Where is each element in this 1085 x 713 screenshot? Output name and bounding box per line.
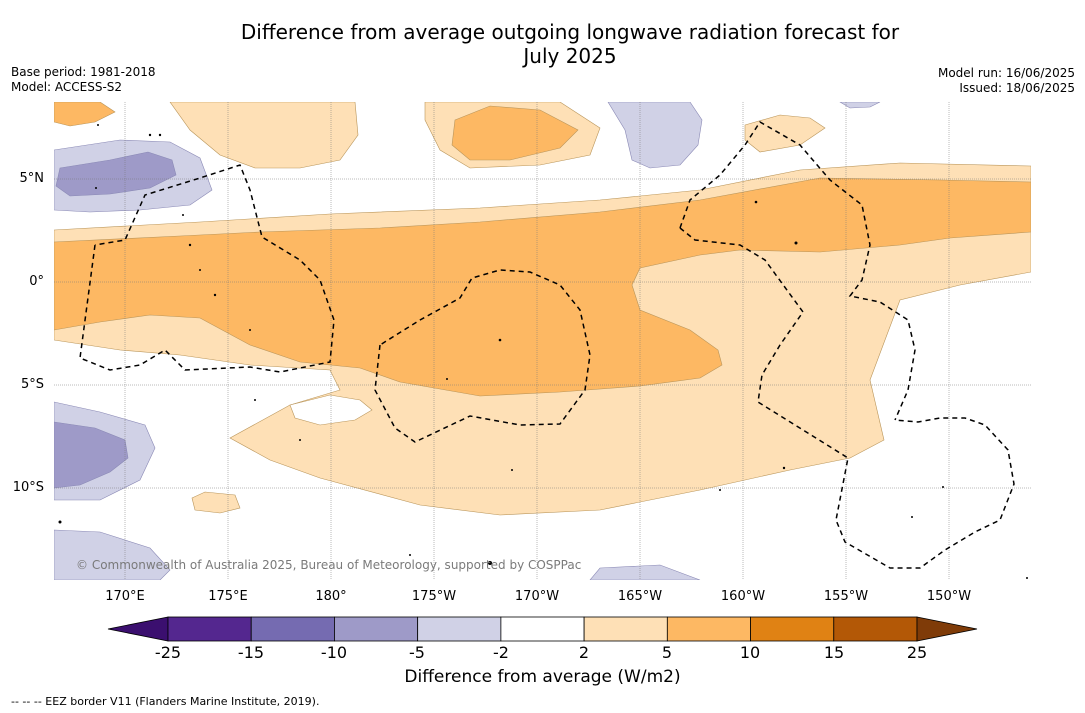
anomaly-neg-n bbox=[607, 102, 703, 169]
lon-label-170w: 170°W bbox=[514, 589, 560, 604]
colorbar-segment bbox=[334, 616, 419, 642]
colorbar-segment bbox=[417, 616, 502, 642]
lon-label-160w: 160°W bbox=[720, 589, 766, 604]
model-name: Model: ACCESS-S2 bbox=[11, 80, 123, 94]
meta-right: Model run: 16/06/2025 Issued: 18/06/2025 bbox=[938, 66, 1075, 96]
lon-label-175e: 175°E bbox=[208, 589, 248, 604]
lat-label-0: 0° bbox=[29, 274, 44, 289]
colorbar-segment bbox=[750, 616, 835, 642]
anomaly-neg-5-10-w bbox=[54, 421, 129, 489]
anomaly-north-2-5 bbox=[169, 102, 359, 169]
anomaly-band-5-10 bbox=[54, 177, 1031, 397]
lon-label-175w: 175°W bbox=[411, 589, 457, 604]
meta-left: Base period: 1981-2018 Model: ACCESS-S2 bbox=[11, 65, 156, 95]
colorbar-label: Difference from average (W/m2) bbox=[404, 667, 681, 687]
lat-label-5s: 5°S bbox=[20, 377, 44, 392]
base-period: Base period: 1981-2018 bbox=[11, 65, 156, 79]
colorbar-tick: -25 bbox=[154, 643, 182, 662]
colorbar-segment bbox=[167, 616, 252, 642]
map-title: Difference from average outgoing longwav… bbox=[150, 20, 990, 68]
colorbar-tick: 2 bbox=[578, 643, 590, 662]
anomaly-neg-ne bbox=[839, 102, 881, 109]
colorbar-tick: -15 bbox=[237, 643, 265, 662]
lon-label-180: 180° bbox=[315, 589, 347, 604]
colorbar-tick: 5 bbox=[661, 643, 673, 662]
lon-label-150w: 150°W bbox=[926, 589, 972, 604]
anomaly-neg-sw bbox=[54, 529, 171, 580]
anomaly-nw-5-10 bbox=[54, 102, 116, 127]
issued-date: Issued: 18/06/2025 bbox=[959, 81, 1075, 95]
lon-label-165w: 165°W bbox=[617, 589, 663, 604]
title-line-1: Difference from average outgoing longwav… bbox=[240, 20, 900, 44]
anomaly-sw-2-5 bbox=[191, 491, 241, 514]
colorbar-arrow-high bbox=[916, 616, 978, 642]
colorbar-segment bbox=[250, 616, 335, 642]
colorbar-tick: 10 bbox=[739, 643, 761, 662]
colorbar-tick: -10 bbox=[320, 643, 348, 662]
colorbar-tick: -2 bbox=[493, 643, 509, 662]
copyright-notice: © Commonwealth of Australia 2025, Bureau… bbox=[76, 558, 582, 572]
colorbar-tick: -5 bbox=[409, 643, 425, 662]
colorbar-segment bbox=[833, 616, 918, 642]
eez-footnote: -- -- -- EEZ border V11 (Flanders Marine… bbox=[11, 695, 320, 708]
title-line-2: July 2025 bbox=[523, 44, 617, 68]
colorbar-arrow-low bbox=[107, 616, 169, 642]
anomaly-neg-5-10-nw bbox=[55, 151, 177, 197]
colorbar-segment bbox=[500, 616, 585, 642]
anomaly-north-5-10 bbox=[451, 105, 579, 161]
model-run: Model run: 16/06/2025 bbox=[937, 66, 1075, 80]
map-area bbox=[54, 102, 1031, 580]
colorbar-segment bbox=[666, 616, 751, 642]
islands bbox=[58, 124, 1028, 579]
eez-borders bbox=[79, 120, 1015, 569]
lat-label-10s: 10°S bbox=[12, 480, 44, 495]
lon-label-170e: 170°E bbox=[105, 589, 145, 604]
colorbar-segment bbox=[583, 616, 668, 642]
lat-label-5n: 5°N bbox=[19, 171, 45, 186]
colorbar-tick: 15 bbox=[823, 643, 845, 662]
colorbar-tick: 25 bbox=[906, 643, 928, 662]
gridlines bbox=[54, 102, 1031, 580]
lon-label-155w: 155°W bbox=[823, 589, 869, 604]
